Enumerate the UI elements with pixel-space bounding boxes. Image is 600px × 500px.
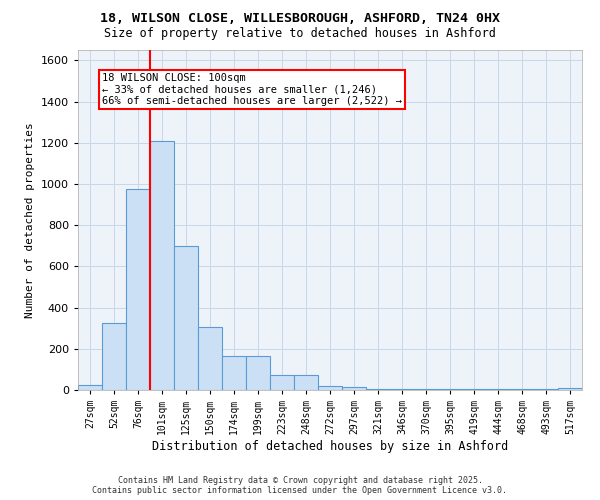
Bar [438, 389, 462, 390]
Y-axis label: Number of detached properties: Number of detached properties [25, 122, 35, 318]
Bar [198, 327, 222, 390]
Bar [318, 386, 342, 390]
Bar [174, 246, 198, 390]
Bar [150, 140, 174, 390]
Bar [270, 374, 294, 390]
Bar [558, 388, 582, 390]
Bar [246, 356, 270, 390]
Bar [342, 387, 366, 390]
Bar [126, 189, 150, 390]
Bar [510, 389, 534, 390]
Bar [366, 389, 390, 390]
Bar [390, 389, 414, 390]
Bar [294, 374, 318, 390]
Bar [486, 389, 510, 390]
Bar [222, 356, 246, 390]
X-axis label: Distribution of detached houses by size in Ashford: Distribution of detached houses by size … [152, 440, 508, 453]
Bar [534, 389, 558, 390]
Bar [78, 385, 102, 390]
Text: Contains HM Land Registry data © Crown copyright and database right 2025.
Contai: Contains HM Land Registry data © Crown c… [92, 476, 508, 495]
Text: 18, WILSON CLOSE, WILLESBOROUGH, ASHFORD, TN24 0HX: 18, WILSON CLOSE, WILLESBOROUGH, ASHFORD… [100, 12, 500, 26]
Bar [102, 323, 126, 390]
Text: 18 WILSON CLOSE: 100sqm
← 33% of detached houses are smaller (1,246)
66% of semi: 18 WILSON CLOSE: 100sqm ← 33% of detache… [102, 72, 402, 106]
Bar [414, 389, 438, 390]
Text: Size of property relative to detached houses in Ashford: Size of property relative to detached ho… [104, 28, 496, 40]
Bar [462, 389, 486, 390]
